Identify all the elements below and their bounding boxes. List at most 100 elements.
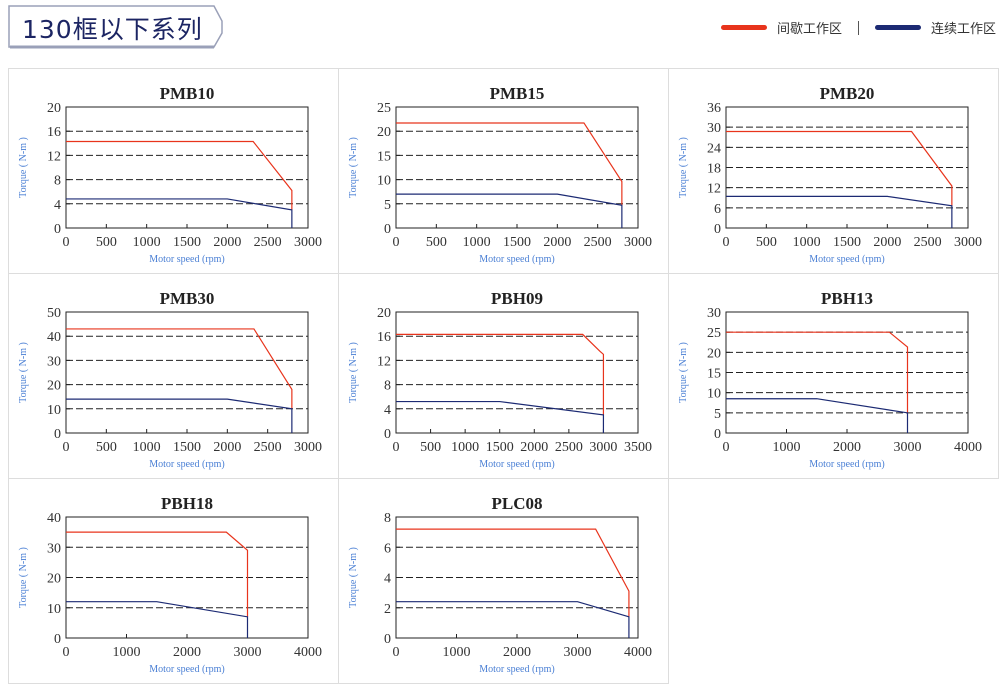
chart-svg: PBH18 0 10 20 30 40 0 1000 2000 3000 4000 Motor spe…	[18, 494, 322, 675]
x-tick-label: 2000	[503, 645, 531, 660]
y-tick-label: 12	[707, 182, 721, 197]
y-tick-label: 30	[47, 541, 61, 556]
plot-frame	[395, 516, 639, 639]
plot-frame	[395, 311, 639, 434]
chart-pmb10: PMB10 0 4 8 12 16 20 0 500 1000 1500 2000 2500 3000 Mo…	[8, 68, 339, 274]
y-tick-label: 4	[54, 198, 61, 213]
chart-title: PBH18	[161, 494, 213, 513]
y-tick-label: 10	[47, 403, 61, 418]
legend: 间歇工作区 连续工作区	[720, 18, 996, 37]
chart-pmb20: PMB20 0 6 12 18 24 30 36 0 500 1000 1500 2000 2500 300…	[668, 68, 999, 274]
legend-divider	[857, 20, 859, 35]
x-tick-label: 1500	[173, 440, 201, 455]
continuous-series-line	[396, 193, 623, 228]
y-tick-label: 0	[714, 222, 721, 237]
y-tick-label: 6	[714, 202, 721, 217]
x-tick-label: 3000	[294, 235, 322, 250]
chart-pbh09: PBH09 0 4 8 12 16 20 0 500 1000 1500 2000 2500 3000 35…	[338, 273, 669, 479]
x-tick-label: 1000	[443, 645, 471, 660]
y-tick-label: 20	[47, 572, 61, 587]
x-tick-label: 1000	[773, 440, 801, 455]
x-tick-label: 0	[723, 440, 730, 455]
y-tick-label: 25	[377, 101, 391, 116]
x-tick-label: 1500	[173, 235, 201, 250]
plot-frame	[65, 311, 309, 434]
x-tick-label: 2000	[213, 235, 241, 250]
chart-grid: PMB10 0 4 8 12 16 20 0 500 1000 1500 2000 2500 3000 Mo…	[8, 68, 999, 684]
x-tick-label: 2000	[833, 440, 861, 455]
x-tick-label: 2500	[584, 235, 612, 250]
y-tick-label: 30	[47, 354, 61, 369]
continuous-series-line	[726, 398, 909, 433]
continuous-series-line	[396, 400, 605, 433]
x-tick-label: 1000	[463, 235, 491, 250]
y-axis-label: Torque ( N-m )	[678, 137, 689, 198]
x-axis-label: Motor speed (rpm)	[149, 459, 225, 470]
y-tick-label: 4	[384, 403, 391, 418]
chart-svg: PBH09 0 4 8 12 16 20 0 500 1000 1500 2000 2500 3000 35…	[348, 289, 652, 470]
x-tick-label: 2000	[520, 440, 548, 455]
x-tick-label: 1000	[793, 235, 821, 250]
x-tick-label: 3500	[624, 440, 652, 455]
chart-svg: PMB15 0 5 10 15 20 25 0 500 1000 1500 2000 2500 3000 M…	[348, 84, 652, 265]
x-tick-label: 1500	[486, 440, 514, 455]
tab-frame	[8, 5, 223, 49]
y-tick-label: 24	[707, 141, 721, 156]
intermittent-series-line	[66, 140, 293, 210]
continuous-series-line	[396, 601, 630, 638]
legend-label-intermittent: 间歇工作区	[776, 22, 842, 37]
x-tick-label: 0	[723, 235, 730, 250]
y-tick-label: 2	[384, 602, 391, 617]
y-tick-label: 20	[377, 125, 391, 140]
x-tick-label: 500	[96, 235, 117, 250]
y-tick-label: 15	[377, 149, 391, 164]
y-tick-label: 20	[47, 379, 61, 394]
x-tick-label: 500	[756, 235, 777, 250]
x-tick-label: 2000	[213, 440, 241, 455]
intermittent-series-line	[726, 331, 909, 413]
x-tick-label: 3000	[894, 440, 922, 455]
y-tick-label: 8	[54, 174, 61, 189]
x-tick-label: 1000	[133, 235, 161, 250]
y-tick-label: 36	[707, 101, 721, 116]
x-axis-label: Motor speed (rpm)	[149, 254, 225, 265]
continuous-series-line	[66, 601, 249, 638]
x-tick-label: 2000	[173, 645, 201, 660]
y-axis-label: Torque ( N-m )	[348, 547, 359, 608]
y-tick-label: 20	[707, 346, 721, 361]
x-tick-label: 4000	[624, 645, 652, 660]
x-tick-label: 2500	[254, 440, 282, 455]
chart-pbh18: PBH18 0 10 20 30 40 0 1000 2000 3000 4000 Motor spe…	[8, 478, 339, 684]
chart-pmb15: PMB15 0 5 10 15 20 25 0 500 1000 1500 2000 2500 3000 M…	[338, 68, 669, 274]
legend-swatch-continuous	[874, 25, 921, 30]
chart-svg: PLC08 0 2 4 6 8 0 1000 2000 3000 4000 Motor speed (…	[348, 494, 652, 675]
y-tick-label: 4	[384, 572, 391, 587]
x-tick-label: 3000	[589, 440, 617, 455]
x-tick-label: 3000	[294, 440, 322, 455]
chart-pmb30: PMB30 0 10 20 30 40 50 0 500 1000 1500 2000 2500 3000…	[8, 273, 339, 479]
y-tick-label: 40	[47, 330, 61, 345]
x-axis-label: Motor speed (rpm)	[809, 459, 885, 470]
intermittent-series-line	[396, 122, 623, 206]
y-tick-label: 6	[384, 541, 391, 556]
y-tick-label: 8	[384, 511, 391, 526]
x-tick-label: 4000	[294, 645, 322, 660]
y-tick-label: 16	[377, 330, 391, 345]
x-tick-label: 3000	[624, 235, 652, 250]
intermittent-series-line	[726, 130, 953, 206]
x-tick-label: 3000	[954, 235, 982, 250]
intermittent-series-line	[396, 333, 605, 415]
y-tick-label: 16	[47, 125, 61, 140]
x-tick-label: 500	[96, 440, 117, 455]
x-tick-label: 1000	[451, 440, 479, 455]
intermittent-series-line	[396, 528, 630, 617]
y-tick-label: 0	[54, 632, 61, 647]
y-tick-label: 12	[47, 149, 61, 164]
x-axis-label: Motor speed (rpm)	[479, 664, 555, 675]
x-axis-label: Motor speed (rpm)	[809, 254, 885, 265]
plot-frame	[65, 516, 309, 639]
x-tick-label: 2500	[914, 235, 942, 250]
x-tick-label: 2500	[555, 440, 583, 455]
plot-frame	[395, 106, 639, 229]
